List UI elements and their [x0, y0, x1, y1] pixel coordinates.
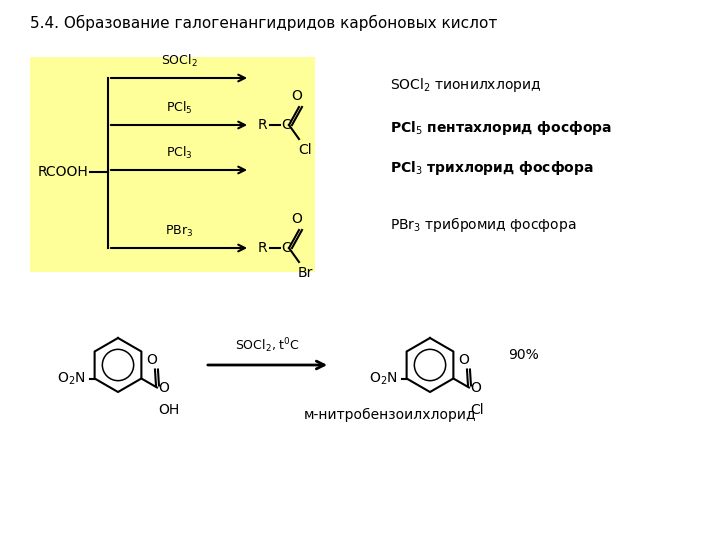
Text: PCl$_3$ трихлорид фосфора: PCl$_3$ трихлорид фосфора — [390, 159, 594, 177]
Text: C: C — [281, 241, 291, 255]
Text: C: C — [281, 118, 291, 132]
Text: OH: OH — [158, 403, 179, 417]
Text: 5.4. Образование галогенангидридов карбоновых кислот: 5.4. Образование галогенангидридов карбо… — [30, 15, 498, 31]
Text: SOCl$_2$, t$^0$C: SOCl$_2$, t$^0$C — [235, 336, 300, 355]
Text: O: O — [158, 381, 169, 395]
Text: PCl$_5$ пентахлорид фосфора: PCl$_5$ пентахлорид фосфора — [390, 119, 612, 137]
Text: PCl$_5$: PCl$_5$ — [166, 100, 192, 116]
Text: SOCl$_2$: SOCl$_2$ — [161, 53, 197, 69]
Text: SOCl$_2$ тионилхлорид: SOCl$_2$ тионилхлорид — [390, 76, 541, 94]
Text: O: O — [147, 354, 158, 368]
Text: Cl: Cl — [298, 143, 312, 157]
Text: PBr$_3$ трибромид фосфора: PBr$_3$ трибромид фосфора — [390, 215, 577, 234]
Text: O$_2$N: O$_2$N — [57, 370, 85, 387]
Text: 90%: 90% — [508, 348, 539, 362]
Text: O: O — [292, 212, 302, 226]
Bar — [30, 57, 315, 272]
Text: O: O — [292, 89, 302, 103]
Text: R: R — [258, 118, 268, 132]
Text: RCOOH: RCOOH — [38, 165, 89, 179]
Text: PCl$_3$: PCl$_3$ — [166, 145, 192, 161]
Text: R: R — [258, 241, 268, 255]
Text: Cl: Cl — [470, 403, 484, 417]
Text: O$_2$N: O$_2$N — [369, 370, 397, 387]
Text: PBr$_3$: PBr$_3$ — [165, 224, 193, 239]
Text: м-нитробензоилхлорид: м-нитробензоилхлорид — [304, 408, 477, 422]
Text: O: O — [470, 381, 481, 395]
Text: O: O — [459, 354, 469, 368]
Text: Br: Br — [298, 266, 313, 280]
